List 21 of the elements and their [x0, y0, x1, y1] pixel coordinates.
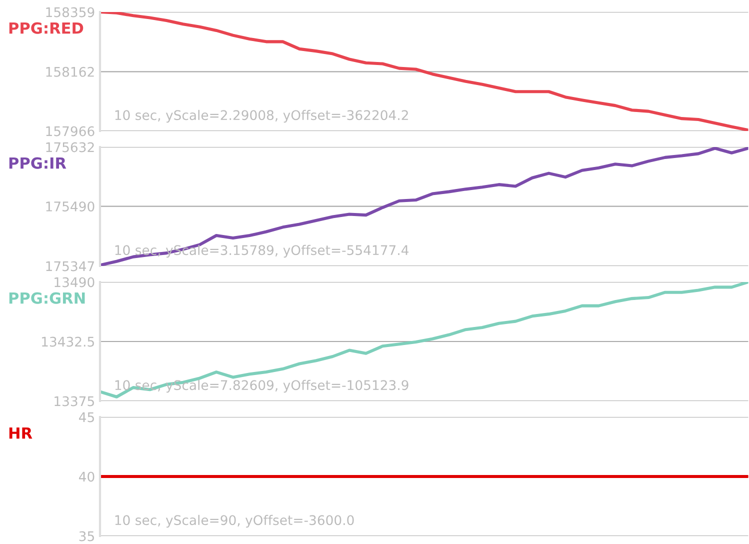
y-tick-label: 35 [79, 531, 94, 542]
annotation: 10 sec, yScale=2.29008, yOffset=-362204.2 [115, 110, 408, 123]
y-tick-label: 13375 [54, 396, 94, 406]
line-series [100, 12, 748, 131]
y-tick-label: 40 [78, 472, 94, 482]
y-tick-label: 175490 [46, 202, 94, 212]
line-series [100, 147, 748, 266]
text: PPG:IR [9, 157, 66, 169]
y-tick-label: 175347 [46, 261, 94, 272]
line-series [100, 282, 748, 398]
y-tick-label: 13432.5 [42, 336, 94, 347]
y-tick-label: 13490 [54, 277, 94, 288]
y-tick-label: 158162 [46, 66, 94, 77]
y-tick-label: 157966 [46, 126, 94, 136]
text: PPG:GRN [9, 292, 85, 304]
annotation: 10 sec, yScale=90, yOffset=-3600.0 [115, 514, 354, 528]
y-tick-label: 45 [78, 412, 94, 422]
series-label: PPG:RED [9, 22, 84, 34]
text: HR [9, 427, 32, 439]
y-tick-label: 158359 [46, 7, 94, 18]
y-tick-label: 175632 [46, 142, 94, 152]
